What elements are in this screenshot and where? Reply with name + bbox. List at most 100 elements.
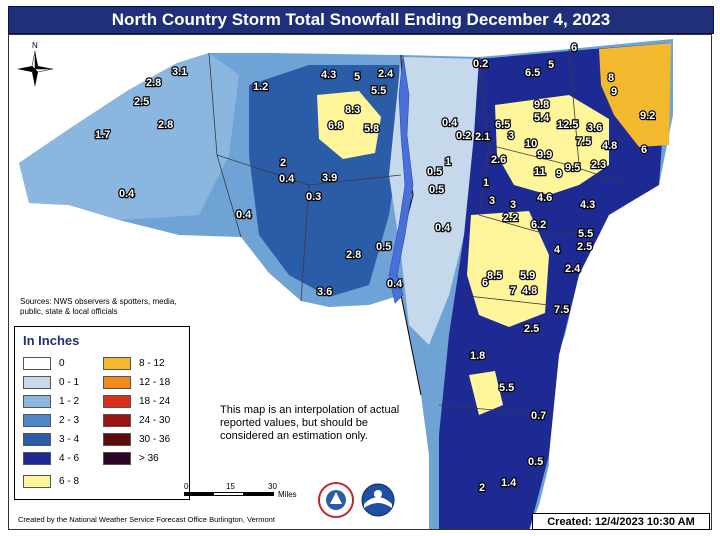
legend-label: 1 - 2 — [59, 396, 80, 407]
snowfall-report: 2.6 — [491, 154, 506, 166]
county-line — [568, 48, 580, 166]
snowfall-report: 7.5 — [554, 304, 569, 316]
snowfall-report: 2.5 — [577, 241, 592, 253]
snowfall-report: 0.4 — [387, 278, 403, 290]
snowfall-report: 5.8 — [364, 123, 379, 135]
region-fill-vt-south-yellow — [469, 371, 503, 415]
snowfall-report: 0.5 — [427, 166, 442, 178]
snowfall-report: 6 — [571, 42, 577, 54]
snowfall-report: 4 — [554, 244, 561, 256]
snowfall-report: 5.5 — [499, 382, 514, 394]
snowfall-report: 2.5 — [524, 323, 539, 335]
region-fill-vt-ne-orange — [599, 43, 671, 147]
snowfall-report: 12.5 — [557, 119, 578, 131]
legend-label: 30 - 36 — [139, 434, 171, 445]
snowfall-report: 6 — [641, 144, 647, 156]
snowfall-report: 0.4 — [435, 222, 451, 234]
snowfall-report: 0.5 — [528, 456, 543, 468]
compass-rose: N — [17, 41, 54, 87]
snowfall-report: 0.5 — [429, 184, 444, 196]
snowfall-report: 6.8 — [328, 120, 343, 132]
legend-swatch — [23, 475, 51, 488]
legend-item: 1 - 2 — [23, 395, 79, 408]
legend-swatch — [103, 357, 131, 370]
snowfall-report: 3 — [510, 199, 516, 211]
snowfall-report: 8.3 — [345, 104, 360, 116]
snowfall-report: 2.1 — [475, 131, 490, 143]
snowfall-report: 2 — [280, 157, 286, 169]
snowfall-report: 5.5 — [578, 228, 593, 240]
snowfall-report: 1.4 — [501, 477, 517, 489]
legend-swatch — [23, 395, 51, 408]
snowfall-report: 3.6 — [317, 286, 332, 298]
lake-champlain — [388, 54, 414, 304]
snowfall-report: 0.2 — [473, 58, 488, 70]
snowfall-report: 8.5 — [487, 270, 502, 282]
region-fill-adk-yellow — [317, 91, 381, 159]
snowfall-report: 6.5 — [525, 67, 540, 79]
legend-item: 0 - 1 — [23, 376, 79, 389]
snowfall-report: 2 — [479, 482, 485, 494]
snowfall-report: 9.9 — [537, 149, 552, 161]
legend-title: In Inches — [23, 333, 80, 348]
legend-swatch — [103, 395, 131, 408]
legend-label: 0 — [59, 358, 65, 369]
county-line — [488, 144, 630, 186]
interpolation-note: This map is an interpolation of actual r… — [220, 404, 400, 442]
snowfall-report: 9 — [611, 86, 617, 98]
snowfall-report: 1.8 — [470, 350, 485, 362]
legend-label: 2 - 3 — [59, 415, 80, 426]
snowfall-report: 0.4 — [119, 188, 135, 200]
legend-item: 3 - 4 — [23, 433, 79, 446]
legend-label: 8 - 12 — [139, 358, 165, 369]
nws-logo-icon — [318, 482, 354, 518]
snowfall-report: 4.8 — [522, 285, 537, 297]
snowfall-report: 0.4 — [236, 209, 252, 221]
snowfall-report: 5.4 — [534, 112, 550, 124]
snowfall-report: 4.8 — [602, 140, 617, 152]
legend-label: 18 - 24 — [139, 396, 171, 407]
compass-north-label: N — [32, 41, 38, 50]
snowfall-report: 11 — [534, 166, 546, 178]
snowfall-report: 7 — [510, 285, 516, 297]
legend-swatch — [103, 452, 131, 465]
snowfall-report: 2.4 — [565, 263, 581, 275]
agency-logos — [318, 482, 395, 518]
legend-label: 12 - 18 — [139, 377, 171, 388]
snowfall-report: 9.2 — [640, 110, 655, 122]
snowfall-report: 0.4 — [442, 117, 458, 129]
legend-item: 2 - 3 — [23, 414, 79, 427]
legend-label: > 36 — [139, 453, 159, 464]
snowfall-report: 2.8 — [146, 77, 161, 89]
snowfall-report: 5 — [548, 59, 554, 71]
snowfall-report: 1 — [445, 156, 451, 168]
snowfall-report: 0.3 — [306, 191, 321, 203]
legend-item: 18 - 24 — [103, 395, 170, 408]
snowfall-report: 5.5 — [371, 85, 386, 97]
legend-swatch — [23, 414, 51, 427]
snowfall-report: 4.6 — [537, 192, 552, 204]
region-fill-champlain-light — [389, 57, 479, 345]
legend-label: 4 - 6 — [59, 453, 80, 464]
legend-swatch — [103, 376, 131, 389]
snowfall-report: 1.2 — [253, 81, 268, 93]
snowfall-report: 4.3 — [321, 69, 336, 81]
scale-unit: Miles — [278, 490, 297, 499]
credit-text: Created by the National Weather Service … — [18, 515, 275, 524]
county-borders — [208, 48, 630, 416]
snowfall-report: 2.3 — [591, 159, 606, 171]
county-line — [438, 404, 550, 416]
legend: In Inches 0 0 - 1 1 - 2 2 - 3 3 - 4 4 - … — [14, 326, 190, 500]
legend-label: 0 - 1 — [59, 377, 80, 388]
snowfall-report: 1.7 — [95, 129, 110, 141]
scale-bar — [184, 492, 274, 496]
legend-item: 24 - 30 — [103, 414, 170, 427]
county-line — [300, 184, 310, 302]
snowfall-report: 3.6 — [587, 122, 602, 134]
legend-item: 8 - 12 — [103, 357, 165, 370]
legend-item: 6 - 8 — [23, 475, 79, 488]
map-canvas: N 3.1 2.8 2.5 1.7 2.8 0.4 1.2 4.3 5 2.4 … — [17, 39, 673, 529]
snowfall-report: 4.3 — [580, 199, 595, 211]
snowfall-report: 10 — [525, 138, 537, 150]
snowfall-report: 2.2 — [503, 212, 518, 224]
